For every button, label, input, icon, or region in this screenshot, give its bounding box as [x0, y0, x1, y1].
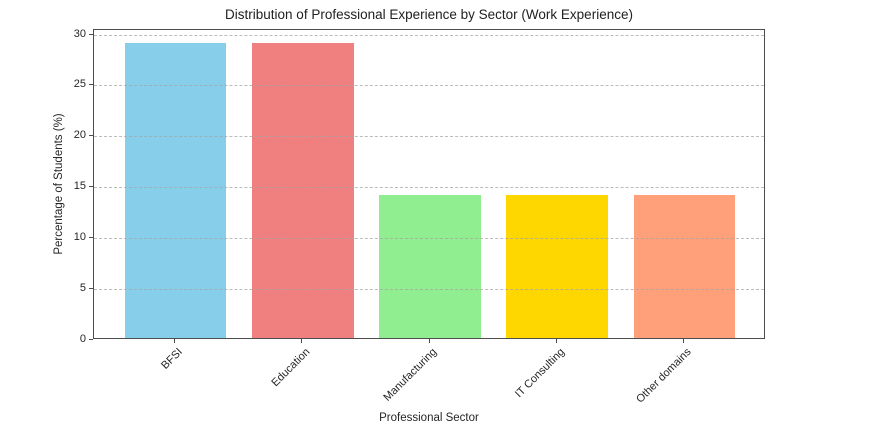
gridline-y-25	[94, 85, 764, 87]
bar-education	[251, 42, 354, 338]
x-axis-label: Professional Sector	[379, 412, 479, 424]
y-tick-label-30: 30	[73, 27, 86, 40]
bar-other-domains	[633, 195, 736, 338]
x-tick-label-bfsi: BFSI	[159, 346, 185, 372]
x-tick-mark-it-consulting	[555, 339, 557, 343]
x-tick-label-education: Education	[269, 346, 313, 390]
x-tick-mark-bfsi	[173, 339, 175, 343]
bar-it-consulting	[506, 195, 609, 338]
y-tick-label-15: 15	[73, 180, 86, 193]
gridline-y-30	[94, 34, 764, 36]
chart-title: Distribution of Professional Experience …	[225, 7, 633, 22]
plot-area	[93, 29, 765, 339]
x-tick-mark-other-domains	[683, 339, 685, 343]
x-tick-label-other-domains: Other domains	[634, 346, 695, 406]
y-tick-label-25: 25	[73, 78, 86, 91]
y-tick-label-5: 5	[79, 282, 86, 295]
y-tick-mark-10	[89, 237, 93, 239]
gridline-y-5	[94, 289, 764, 291]
y-tick-label-10: 10	[73, 231, 86, 244]
y-tick-mark-30	[89, 33, 93, 35]
x-tick-label-manufacturing: Manufacturing	[381, 346, 440, 404]
bar-manufacturing	[379, 195, 481, 338]
y-tick-mark-5	[89, 288, 93, 290]
gridline-y-10	[94, 238, 764, 240]
bar-bfsi	[124, 42, 227, 338]
gridline-y-20	[94, 136, 764, 138]
x-tick-label-it-consulting: IT Consulting	[512, 346, 567, 401]
x-tick-mark-education	[301, 339, 303, 343]
y-tick-mark-20	[89, 135, 93, 137]
y-tick-label-20: 20	[73, 129, 86, 142]
y-tick-mark-25	[89, 84, 93, 86]
y-tick-label-0: 0	[79, 333, 86, 345]
y-tick-mark-0	[89, 339, 93, 340]
y-tick-mark-15	[89, 186, 93, 188]
x-tick-mark-manufacturing	[428, 339, 430, 343]
gridline-y-15	[94, 187, 764, 189]
